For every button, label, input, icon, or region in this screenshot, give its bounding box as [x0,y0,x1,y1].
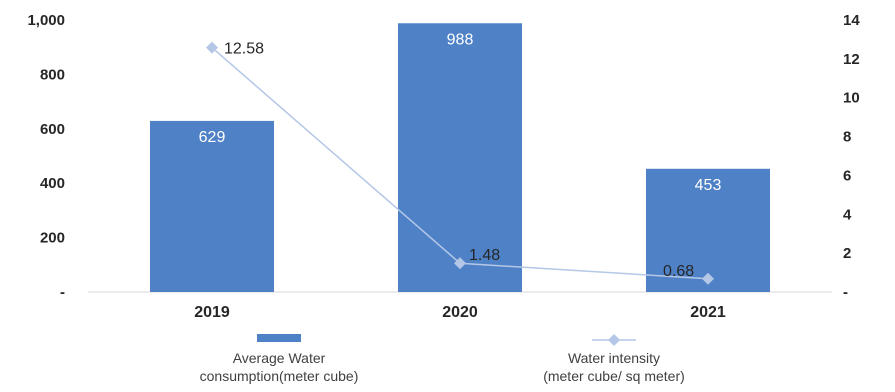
bar-value-label: 453 [695,177,722,194]
category-labels: 2019 2020 2021 [194,304,726,321]
right-axis-ticks: - 2 4 6 8 10 12 14 [843,12,860,301]
left-axis-tick-label: 400 [40,175,65,192]
legend-line-label: Water intensity [568,350,660,366]
category-label: 2021 [690,304,726,321]
legend-line-marker [608,334,620,346]
legend: Average Water consumption(meter cube) Wate… [200,334,685,384]
legend-line-label: (meter cube/ sq meter) [543,368,685,384]
bar-value-label: 988 [447,31,474,48]
intensity-marker [702,272,714,285]
left-axis-ticks: - 200 400 600 800 1,000 [27,12,65,301]
right-axis-tick-label: 6 [843,167,851,184]
legend-bar-label: consumption(meter cube) [200,368,359,384]
left-axis-tick-label: - [60,284,65,301]
intensity-value-label: 1.48 [469,247,500,264]
bar-series [150,23,770,292]
right-axis-tick-label: 4 [843,206,852,223]
bar-data-labels: 629 988 453 [199,31,722,194]
line-series [206,41,714,285]
category-label: 2019 [194,304,230,321]
left-axis-tick-label: 1,000 [27,12,65,29]
right-axis-tick-label: 10 [843,90,860,107]
right-axis-tick-label: 12 [843,51,860,68]
right-axis-tick-label: - [843,284,848,301]
right-axis-tick-label: 2 [843,245,851,262]
legend-bar-label: Average Water [233,350,326,366]
category-label: 2020 [442,304,478,321]
left-axis-tick-label: 200 [40,230,65,247]
legend-bar-swatch [257,334,301,342]
right-axis-tick-label: 8 [843,129,851,146]
intensity-marker [206,41,218,54]
bar-value-label: 629 [199,129,226,146]
intensity-value-label: 12.58 [224,41,264,58]
bar-2020 [398,23,522,292]
left-axis-tick-label: 800 [40,66,65,83]
line-data-labels: 12.58 1.48 0.68 [224,41,694,280]
bar-2019 [150,120,274,292]
bar-2021 [646,168,770,292]
intensity-marker [454,257,466,270]
left-axis-tick-label: 600 [40,121,65,138]
intensity-value-label: 0.68 [663,263,694,280]
right-axis-tick-label: 14 [843,12,860,29]
